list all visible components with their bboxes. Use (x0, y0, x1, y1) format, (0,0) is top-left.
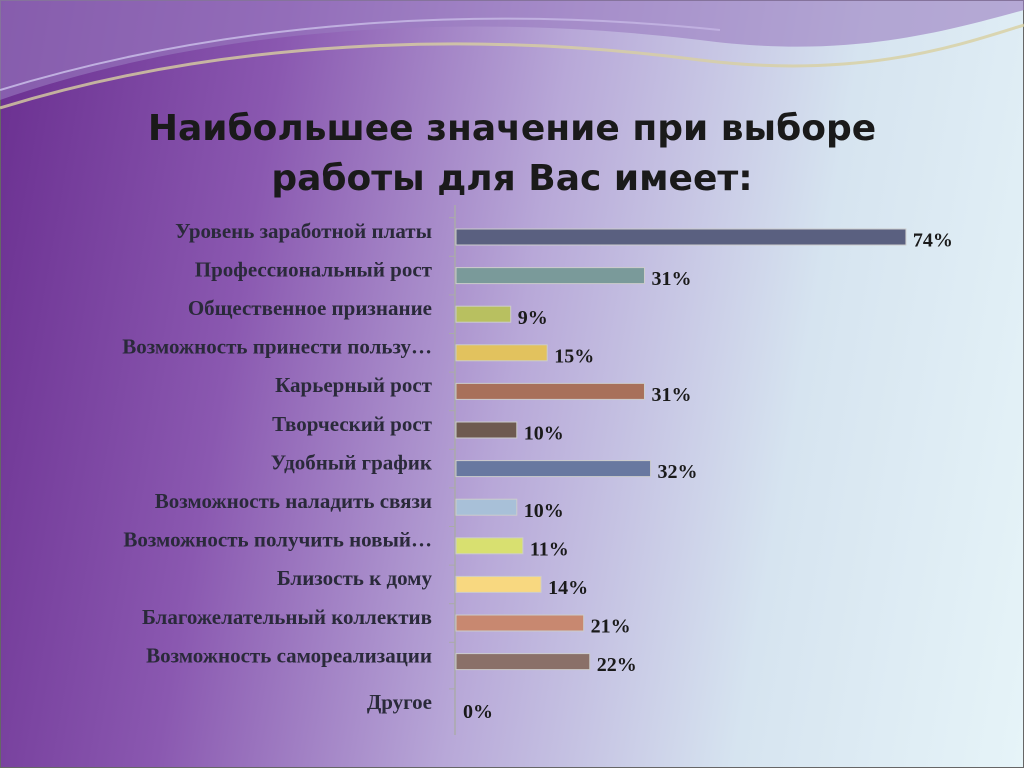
value-label: 10% (524, 500, 564, 522)
value-label: 74% (913, 230, 953, 252)
bar (455, 498, 518, 516)
category-label: Возможность принести пользу… (122, 335, 432, 359)
bar (455, 267, 645, 285)
value-label: 15% (554, 345, 594, 367)
value-label: 21% (591, 616, 631, 638)
value-label: 31% (651, 384, 691, 406)
bar (455, 421, 518, 439)
category-label: Возможность наладить связи (155, 489, 432, 513)
bar (455, 305, 512, 323)
category-label: Уровень заработной платы (175, 219, 432, 243)
value-label: 0% (463, 701, 493, 723)
bar (455, 228, 907, 246)
value-label: 11% (530, 538, 569, 560)
value-label: 32% (658, 461, 698, 483)
bar (455, 575, 542, 593)
category-label: Возможность получить новый… (123, 528, 432, 552)
value-label: 31% (651, 268, 691, 290)
category-label: Творческий рост (272, 412, 433, 436)
value-label: 14% (548, 577, 588, 599)
wave-line (0, 23, 1024, 110)
category-label: Удобный график (271, 450, 433, 474)
category-label: Карьерный рост (275, 373, 433, 397)
bar (455, 344, 548, 362)
bar (455, 653, 591, 671)
category-label: Близость к дому (277, 566, 433, 590)
value-label: 10% (524, 423, 564, 445)
category-label: Благожелательный коллектив (142, 605, 432, 629)
category-label: Профессиональный рост (195, 257, 433, 281)
value-label: 22% (597, 654, 637, 676)
wave (0, 0, 1024, 100)
bar (455, 460, 652, 478)
bar (455, 382, 645, 400)
bar (455, 614, 585, 632)
wave-line (0, 17, 721, 91)
category-label: Общественное признание (188, 296, 432, 320)
chart-title: Наибольшее значение при выборе работы дл… (147, 108, 877, 199)
value-label: 9% (518, 307, 548, 329)
category-label: Другое (367, 690, 432, 714)
bar (455, 537, 524, 555)
category-label: Возможность самореализации (146, 643, 432, 667)
